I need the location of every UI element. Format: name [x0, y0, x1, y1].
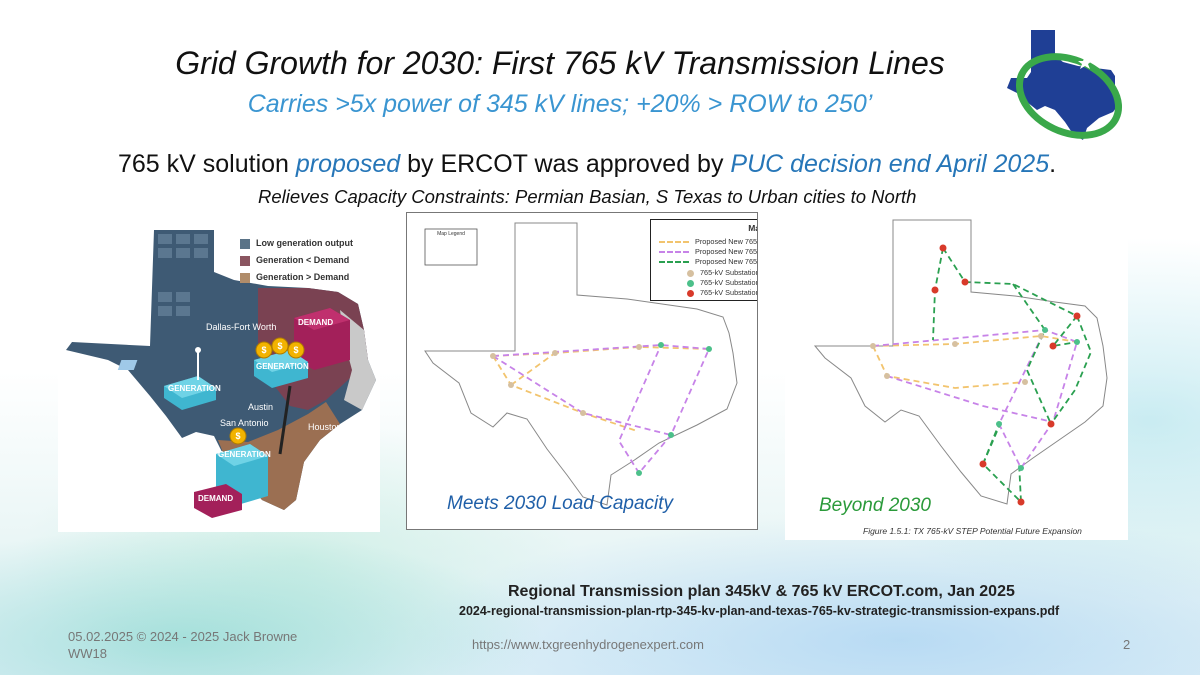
statement-part3: .: [1049, 150, 1057, 178]
map-legend-item: 765-kV Substation (Potential Future Expa…: [687, 288, 757, 297]
map-legend: Map Legend Proposed New 765-kV Line (Cor…: [650, 219, 757, 301]
demand-label-south: DEMAND: [198, 494, 234, 503]
legend-dot-future: [687, 289, 694, 297]
legend-label-low: Low generation output: [256, 238, 353, 248]
figure-caption: Figure 1.5.1: TX 765-kV STEP Potential F…: [863, 526, 1082, 536]
caption-meets-2030: Meets 2030 Load Capacity: [447, 493, 674, 514]
svg-text:$: $: [235, 431, 240, 441]
beyond-2030-map: Beyond 2030 Figure 1.5.1: TX 765-kV STEP…: [785, 210, 1128, 540]
legend-swatch-under: [240, 255, 250, 266]
statement-puc: PUC decision end April 2025: [730, 150, 1050, 178]
slide-subtitle: Carries >5x power of 345 kV lines; +20% …: [247, 90, 873, 118]
map-legend-item: Proposed New 765-kV Line (Core – Eastern…: [659, 247, 757, 256]
map-legend-item: 765-kV Substation (Core – Permian): [687, 268, 757, 277]
statement-part2: by ERCOT was approved by: [400, 150, 731, 178]
legend-low: Low generation output: [240, 238, 353, 249]
generation-demand-map: $ $ $ $ Low generation output Generation < …: [58, 210, 380, 532]
map-legend-item: 765-kV Substation (Core – Eastern): [687, 278, 757, 287]
meets-2030-texas-map: [424, 222, 738, 506]
caption-beyond-2030: Beyond 2030: [819, 495, 931, 516]
statement-proposed: proposed: [295, 150, 401, 178]
page-number: 2: [1123, 637, 1131, 652]
city-dfw: Dallas-Fort Worth: [206, 322, 277, 332]
texas-logo: [1007, 30, 1123, 140]
slide-title: Grid Growth for 2030: First 765 kV Trans…: [175, 45, 945, 81]
legend-label-over: Generation > Demand: [256, 272, 350, 282]
svg-text:$: $: [261, 345, 266, 355]
source-filename: 2024-regional-transmission-plan-rtp-345-…: [459, 604, 1060, 618]
approval-statement: 765 kV solution proposed by ERCOT was ap…: [118, 150, 1056, 179]
small-legend-title: Map Legend: [437, 231, 465, 237]
footer-url[interactable]: https://www.txgreenhydrogenexpert.com: [472, 637, 704, 652]
footer-line1: 05.02.2025 © 2024 - 2025 Jack Browne: [68, 629, 298, 644]
legend-dot-eastern: [687, 279, 694, 287]
generation-label-dfw: GENERATION: [256, 362, 309, 371]
legend-line-future: [659, 261, 689, 264]
svg-text:$: $: [277, 341, 282, 351]
city-san-antonio: San Antonio: [220, 418, 269, 428]
meets-2030-map: Map Legend Map Legend Proposed New 765-k…: [406, 212, 758, 530]
demand-label-north: DEMAND: [298, 318, 334, 327]
generation-label-south: GENERATION: [218, 450, 271, 459]
city-houston: Houston: [308, 422, 342, 432]
city-austin: Austin: [248, 402, 274, 412]
source-title: Regional Transmission plan 345kV & 765 k…: [508, 583, 1015, 600]
map-legend-item: Proposed New 765-kV Line (Core – Permian…: [659, 237, 757, 246]
legend-line-permian: [659, 241, 689, 244]
map-legend-title: Map Legend: [748, 223, 757, 233]
legend-over: Generation > Demand: [240, 272, 349, 283]
footer-date-author: 05.02.2025 © 2024 - 2025 Jack Browne WW1…: [68, 628, 297, 662]
relieves-text: Relieves Capacity Constraints: Permian B…: [258, 186, 917, 207]
texas-generation-illustration: $ $ $ $: [66, 230, 376, 518]
svg-text:$: $: [293, 345, 298, 355]
beyond-2030-texas-map: [813, 219, 1108, 506]
footer-line2: WW18: [68, 646, 107, 661]
legend-dot-permian: [687, 269, 694, 277]
map-legend-item: Proposed New 765-kV Line (Potential Futu…: [659, 257, 757, 266]
legend-line-eastern: [659, 251, 689, 254]
generation-label-west: GENERATION: [168, 384, 221, 393]
statement-part1: 765 kV solution: [118, 150, 296, 178]
legend-swatch-over: [240, 272, 250, 283]
legend-label-under: Generation < Demand: [256, 255, 350, 265]
legend-swatch-low: [240, 238, 250, 249]
legend-under: Generation < Demand: [240, 255, 349, 266]
